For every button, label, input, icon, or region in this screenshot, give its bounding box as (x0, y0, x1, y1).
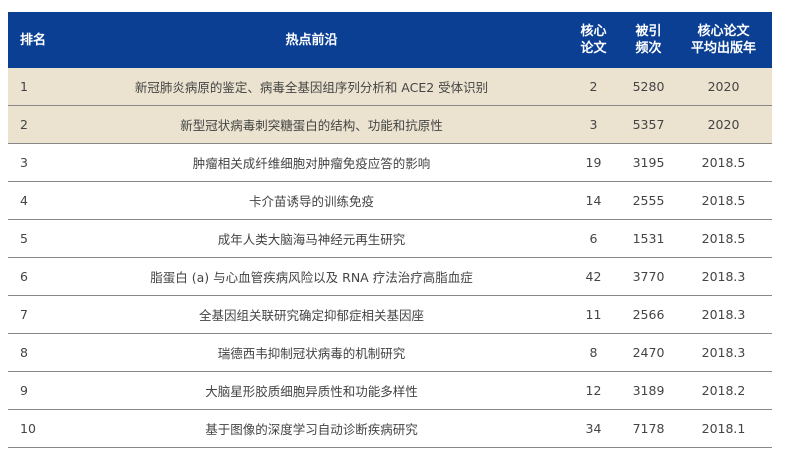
core-papers-cell: 12 (565, 371, 622, 410)
table-row: 1 新冠肺炎病原的鉴定、病毒全基因组序列分析和 ACE2 受体识别 2 5280 202… (8, 68, 772, 106)
table-row: 2 新型冠状病毒刺突糖蛋白的结构、功能和抗原性 3 5357 2020 (8, 105, 772, 144)
citations-cell: 3189 (622, 371, 675, 410)
hot-fronts-table: 排名 热点前沿 核心 论文 被引 频次 核心论文 平均出版年 1 新冠肺炎病原的鉴… (8, 12, 772, 448)
avg-year-cell: 2018.3 (675, 333, 772, 372)
rank-cell: 3 (8, 143, 58, 182)
rank-cell: 7 (8, 295, 58, 334)
citations-cell: 5357 (622, 105, 675, 144)
topic-cell: 瑞德西韦抑制冠状病毒的机制研究 (58, 333, 565, 372)
table-row: 7 全基因组关联研究确定抑郁症相关基因座 11 2566 2018.3 (8, 295, 772, 334)
table-row: 10 基于图像的深度学习自动诊断疾病研究 34 7178 2018.1 (8, 409, 772, 448)
citations-cell: 7178 (622, 409, 675, 448)
header-cites: 被引 频次 (622, 12, 675, 68)
table-row: 5 成年人类大脑海马神经元再生研究 6 1531 2018.5 (8, 219, 772, 258)
core-papers-cell: 14 (565, 181, 622, 220)
avg-year-cell: 2018.5 (675, 181, 772, 220)
core-papers-cell: 34 (565, 409, 622, 448)
avg-year-cell: 2018.2 (675, 371, 772, 410)
core-papers-cell: 8 (565, 333, 622, 372)
avg-year-cell: 2018.1 (675, 409, 772, 448)
topic-cell: 新型冠状病毒刺突糖蛋白的结构、功能和抗原性 (58, 105, 565, 144)
avg-year-cell: 2018.5 (675, 219, 772, 258)
avg-year-cell: 2020 (675, 68, 772, 106)
rank-cell: 9 (8, 371, 58, 410)
core-papers-cell: 3 (565, 105, 622, 144)
table-row: 4 卡介苗诱导的训练免疫 14 2555 2018.5 (8, 181, 772, 220)
topic-cell: 卡介苗诱导的训练免疫 (58, 181, 565, 220)
table-row: 9 大脑星形胶质细胞异质性和功能多样性 12 3189 2018.2 (8, 371, 772, 410)
topic-cell: 成年人类大脑海马神经元再生研究 (58, 219, 565, 258)
citations-cell: 3195 (622, 143, 675, 182)
core-papers-cell: 6 (565, 219, 622, 258)
header-topic: 热点前沿 (58, 12, 565, 68)
citations-cell: 2566 (622, 295, 675, 334)
table-row: 3 肿瘤相关成纤维细胞对肿瘤免疫应答的影响 19 3195 2018.5 (8, 143, 772, 182)
rank-cell: 10 (8, 409, 58, 448)
core-papers-cell: 42 (565, 257, 622, 296)
core-papers-cell: 11 (565, 295, 622, 334)
header-core: 核心 论文 (565, 12, 622, 68)
citations-cell: 1531 (622, 219, 675, 258)
rank-cell: 6 (8, 257, 58, 296)
core-papers-cell: 19 (565, 143, 622, 182)
rank-cell: 5 (8, 219, 58, 258)
citations-cell: 5280 (622, 68, 675, 106)
rank-cell: 4 (8, 181, 58, 220)
topic-cell: 基于图像的深度学习自动诊断疾病研究 (58, 409, 565, 448)
avg-year-cell: 2020 (675, 105, 772, 144)
header-row: 排名 热点前沿 核心 论文 被引 频次 核心论文 平均出版年 (8, 12, 772, 68)
rank-cell: 2 (8, 105, 58, 144)
header-year: 核心论文 平均出版年 (675, 12, 772, 68)
avg-year-cell: 2018.3 (675, 295, 772, 334)
topic-cell: 新冠肺炎病原的鉴定、病毒全基因组序列分析和 ACE2 受体识别 (58, 68, 565, 106)
citations-cell: 3770 (622, 257, 675, 296)
topic-cell: 肿瘤相关成纤维细胞对肿瘤免疫应答的影响 (58, 143, 565, 182)
avg-year-cell: 2018.5 (675, 143, 772, 182)
header-rank: 排名 (8, 12, 58, 68)
avg-year-cell: 2018.3 (675, 257, 772, 296)
rank-cell: 8 (8, 333, 58, 372)
citations-cell: 2470 (622, 333, 675, 372)
topic-cell: 大脑星形胶质细胞异质性和功能多样性 (58, 371, 565, 410)
rank-cell: 1 (8, 68, 58, 106)
table-row: 8 瑞德西韦抑制冠状病毒的机制研究 8 2470 2018.3 (8, 333, 772, 372)
core-papers-cell: 2 (565, 68, 622, 106)
topic-cell: 脂蛋白 (a) 与心血管疾病风险以及 RNA 疗法治疗高脂血症 (58, 257, 565, 296)
table-row: 6 脂蛋白 (a) 与心血管疾病风险以及 RNA 疗法治疗高脂血症 42 3770 20… (8, 257, 772, 296)
topic-cell: 全基因组关联研究确定抑郁症相关基因座 (58, 295, 565, 334)
citations-cell: 2555 (622, 181, 675, 220)
